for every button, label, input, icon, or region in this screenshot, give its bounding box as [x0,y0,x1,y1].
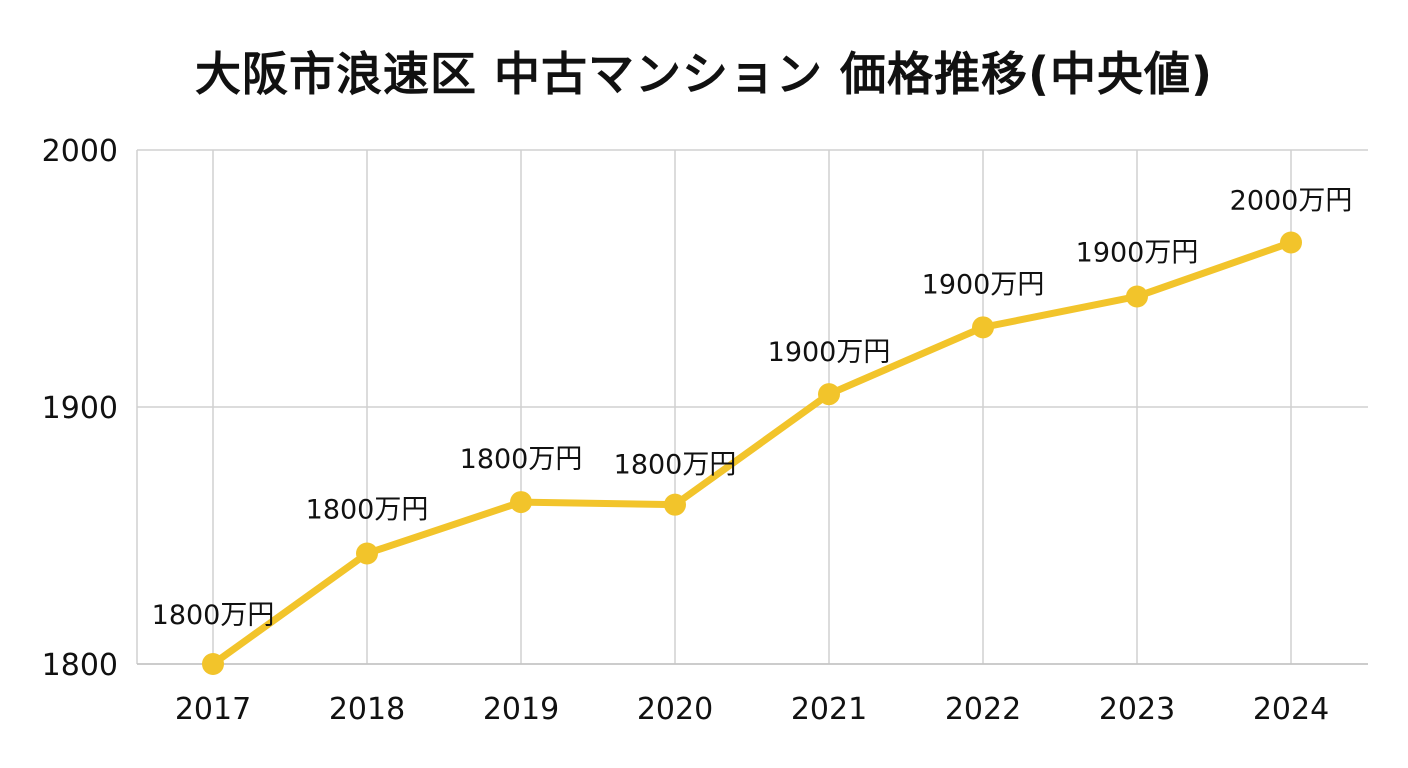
x-tick-label: 2024 [1253,692,1329,727]
x-tick-label: 2023 [1099,692,1175,727]
data-label: 1900万円 [922,269,1045,300]
x-tick-label: 2022 [945,692,1021,727]
y-tick-label: 1900 [42,391,118,426]
x-tick-label: 2017 [175,692,251,727]
data-label: 1800万円 [306,494,429,525]
x-tick-label: 2019 [483,692,559,727]
y-tick-label: 2000 [42,134,118,169]
x-tick-label: 2018 [329,692,405,727]
data-label: 1900万円 [768,337,891,368]
axes: 1800 1900 2000 2017 2018 2019 2020 2021 2022 2023… [42,134,1330,727]
data-point [356,542,378,565]
data-label: 1800万円 [460,444,583,475]
series-line [209,239,1295,668]
data-point [972,316,994,339]
data-label: 1800万円 [614,450,737,481]
data-point [664,493,686,516]
data-label: 2000万円 [1230,186,1353,217]
data-label: 1900万円 [1076,237,1199,268]
chart-title: 大阪市浪速区 中古マンション 価格推移(中央値) [194,47,1214,101]
data-label: 1800万円 [152,600,275,631]
grid [136,149,1368,665]
x-tick-label: 2021 [791,692,867,727]
data-labels: 1800万円 1800万円 1800万円 1800万円 1900万円 1900万円 1900… [152,186,1353,631]
data-point [202,653,224,675]
data-point [818,383,840,406]
x-tick-label: 2020 [637,692,713,727]
series [202,231,1302,675]
data-point [510,491,532,514]
y-tick-label: 1800 [42,648,118,683]
data-point [1280,231,1302,254]
data-point [1126,285,1148,308]
